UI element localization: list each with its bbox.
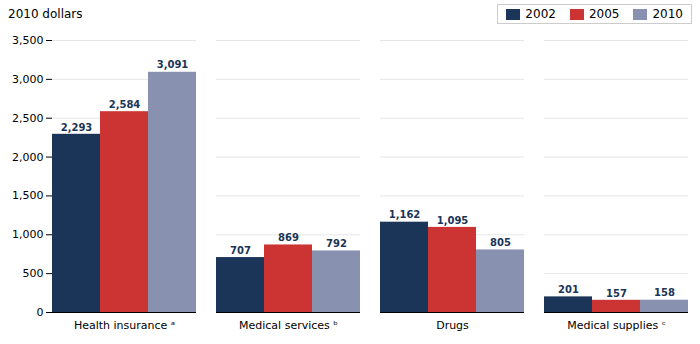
svg-text:157: 157	[606, 287, 627, 298]
svg-text:792: 792	[326, 238, 347, 249]
svg-text:158: 158	[654, 287, 675, 298]
html-text:2002: 2002	[525, 7, 556, 21]
svg-text:Medical services ᵇ: Medical services ᵇ	[239, 319, 338, 332]
svg-text:1,095: 1,095	[437, 215, 469, 226]
svg-text:3,000: 3,000	[12, 73, 44, 86]
html-text:2010: 2010	[652, 7, 683, 21]
svg-text:2,500: 2,500	[12, 112, 44, 125]
svg-text:2,000: 2,000	[12, 151, 44, 164]
svg-text:500: 500	[23, 267, 44, 280]
svg-text:869: 869	[278, 232, 299, 243]
svg-text:1,162: 1,162	[389, 209, 421, 220]
svg-text:0: 0	[37, 306, 44, 319]
html-text:2005: 2005	[588, 7, 620, 21]
svg-text:707: 707	[230, 245, 251, 256]
svg-text:2,584: 2,584	[109, 99, 141, 110]
svg-text:805: 805	[490, 237, 511, 248]
svg-text:3,091: 3,091	[157, 59, 189, 70]
svg-text:3,500: 3,500	[12, 34, 44, 47]
svg-text:Health insurance ᵃ: Health insurance ᵃ	[74, 319, 175, 332]
svg-text:Medical supplies ᶜ: Medical supplies ᶜ	[567, 319, 665, 332]
svg-text:1,500: 1,500	[12, 189, 44, 202]
svg-text:2,293: 2,293	[61, 122, 93, 133]
svg-text:Drugs: Drugs	[436, 319, 469, 332]
svg-text:1,000: 1,000	[12, 228, 44, 241]
svg-text:201: 201	[558, 284, 579, 295]
html-text:2010 dollars: 2010 dollars	[8, 7, 83, 21]
